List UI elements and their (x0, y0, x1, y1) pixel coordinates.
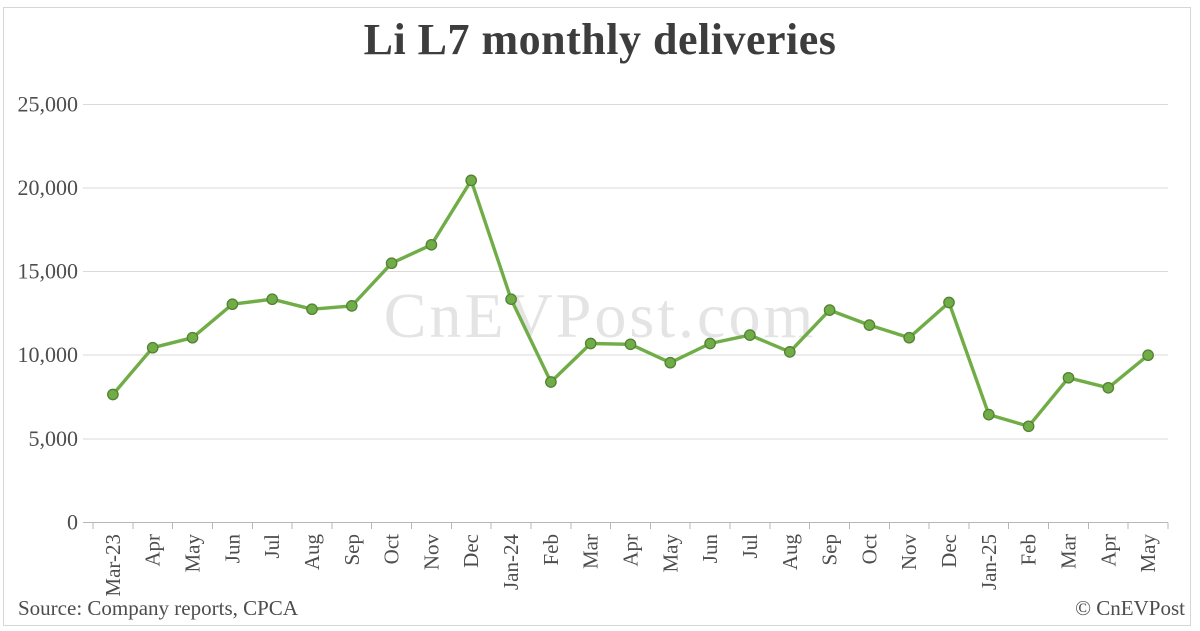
chart-grid-layer: 0 5,000 10,000 15,000 20,000 25,000 Mar-23 Apr M… (18, 91, 1169, 597)
x-tick-label: Jun (220, 534, 244, 564)
x-tick-label: Jul (260, 534, 284, 559)
data-point-marker (186, 331, 199, 344)
data-point-marker (345, 300, 358, 312)
x-tick-label: Aug (778, 534, 802, 571)
data-point-marker (385, 257, 398, 270)
data-point-marker (823, 304, 836, 316)
x-tick-label: Sep (818, 534, 842, 566)
data-point-marker (584, 337, 597, 350)
y-tick-label: 10,000 (18, 342, 79, 367)
y-tick-label: 15,000 (18, 259, 79, 284)
chart-series-layer (107, 174, 1154, 433)
data-point-marker (425, 238, 438, 251)
data-point-marker (306, 303, 318, 316)
watermark: CnEVPost.com (384, 280, 816, 351)
data-point-marker (505, 293, 517, 306)
x-tick-label: Jun (698, 534, 722, 564)
data-point-marker (1022, 420, 1035, 433)
x-tick-label: Aug (300, 534, 324, 571)
data-point-marker (664, 356, 677, 369)
y-tick-label: 20,000 (18, 175, 79, 200)
x-tick-label: Nov (419, 534, 443, 571)
data-point-marker (744, 329, 756, 341)
data-point-marker (624, 338, 637, 351)
data-point-marker (943, 296, 955, 309)
x-tick-label: Jan-24 (499, 534, 523, 590)
data-point-marker (1062, 371, 1075, 384)
y-tick-label: 0 (67, 510, 78, 535)
y-tick-label: 25,000 (18, 91, 79, 116)
data-point-marker (704, 337, 716, 350)
data-point-marker (903, 331, 916, 344)
x-tick-label: May (1136, 534, 1160, 573)
x-tick-label: Mar-23 (101, 534, 125, 597)
data-point-marker (863, 319, 876, 331)
x-tick-label: Mar (1056, 534, 1080, 569)
data-point-marker (465, 174, 478, 187)
data-point-marker (982, 408, 995, 421)
data-point-marker (226, 298, 239, 311)
data-point-marker (266, 293, 279, 306)
copyright-credit: © CnEVPost (1075, 596, 1185, 620)
data-point-marker (1142, 349, 1154, 362)
x-tick-label: Apr (141, 534, 165, 567)
data-point-marker (545, 376, 557, 388)
x-tick-label: Apr (1096, 534, 1120, 567)
x-tick-label: Oct (380, 534, 404, 564)
data-point-marker (107, 388, 119, 401)
x-tick-label: Feb (539, 534, 563, 566)
x-tick-label: May (658, 534, 682, 573)
x-tick-label: Oct (857, 534, 881, 564)
x-tick-label: Jan-25 (977, 534, 1001, 590)
data-point-marker (1102, 381, 1115, 394)
x-tick-label: Feb (1017, 534, 1041, 566)
x-tick-label: Jul (738, 534, 762, 559)
x-tick-label: May (181, 534, 205, 573)
source-note: Source: Company reports, CPCA (18, 596, 298, 620)
x-tick-label: Sep (340, 534, 364, 566)
data-point-marker (783, 346, 796, 358)
y-tick-label: 5,000 (29, 426, 79, 451)
x-tick-label: Dec (937, 534, 961, 568)
data-point-marker (146, 341, 159, 354)
x-tick-label: Apr (619, 534, 643, 567)
chart-title: Li L7 monthly deliveries (363, 15, 837, 64)
x-tick-label: Mar (579, 534, 603, 569)
x-tick-label: Nov (897, 534, 921, 571)
x-tick-label: Dec (459, 534, 483, 568)
